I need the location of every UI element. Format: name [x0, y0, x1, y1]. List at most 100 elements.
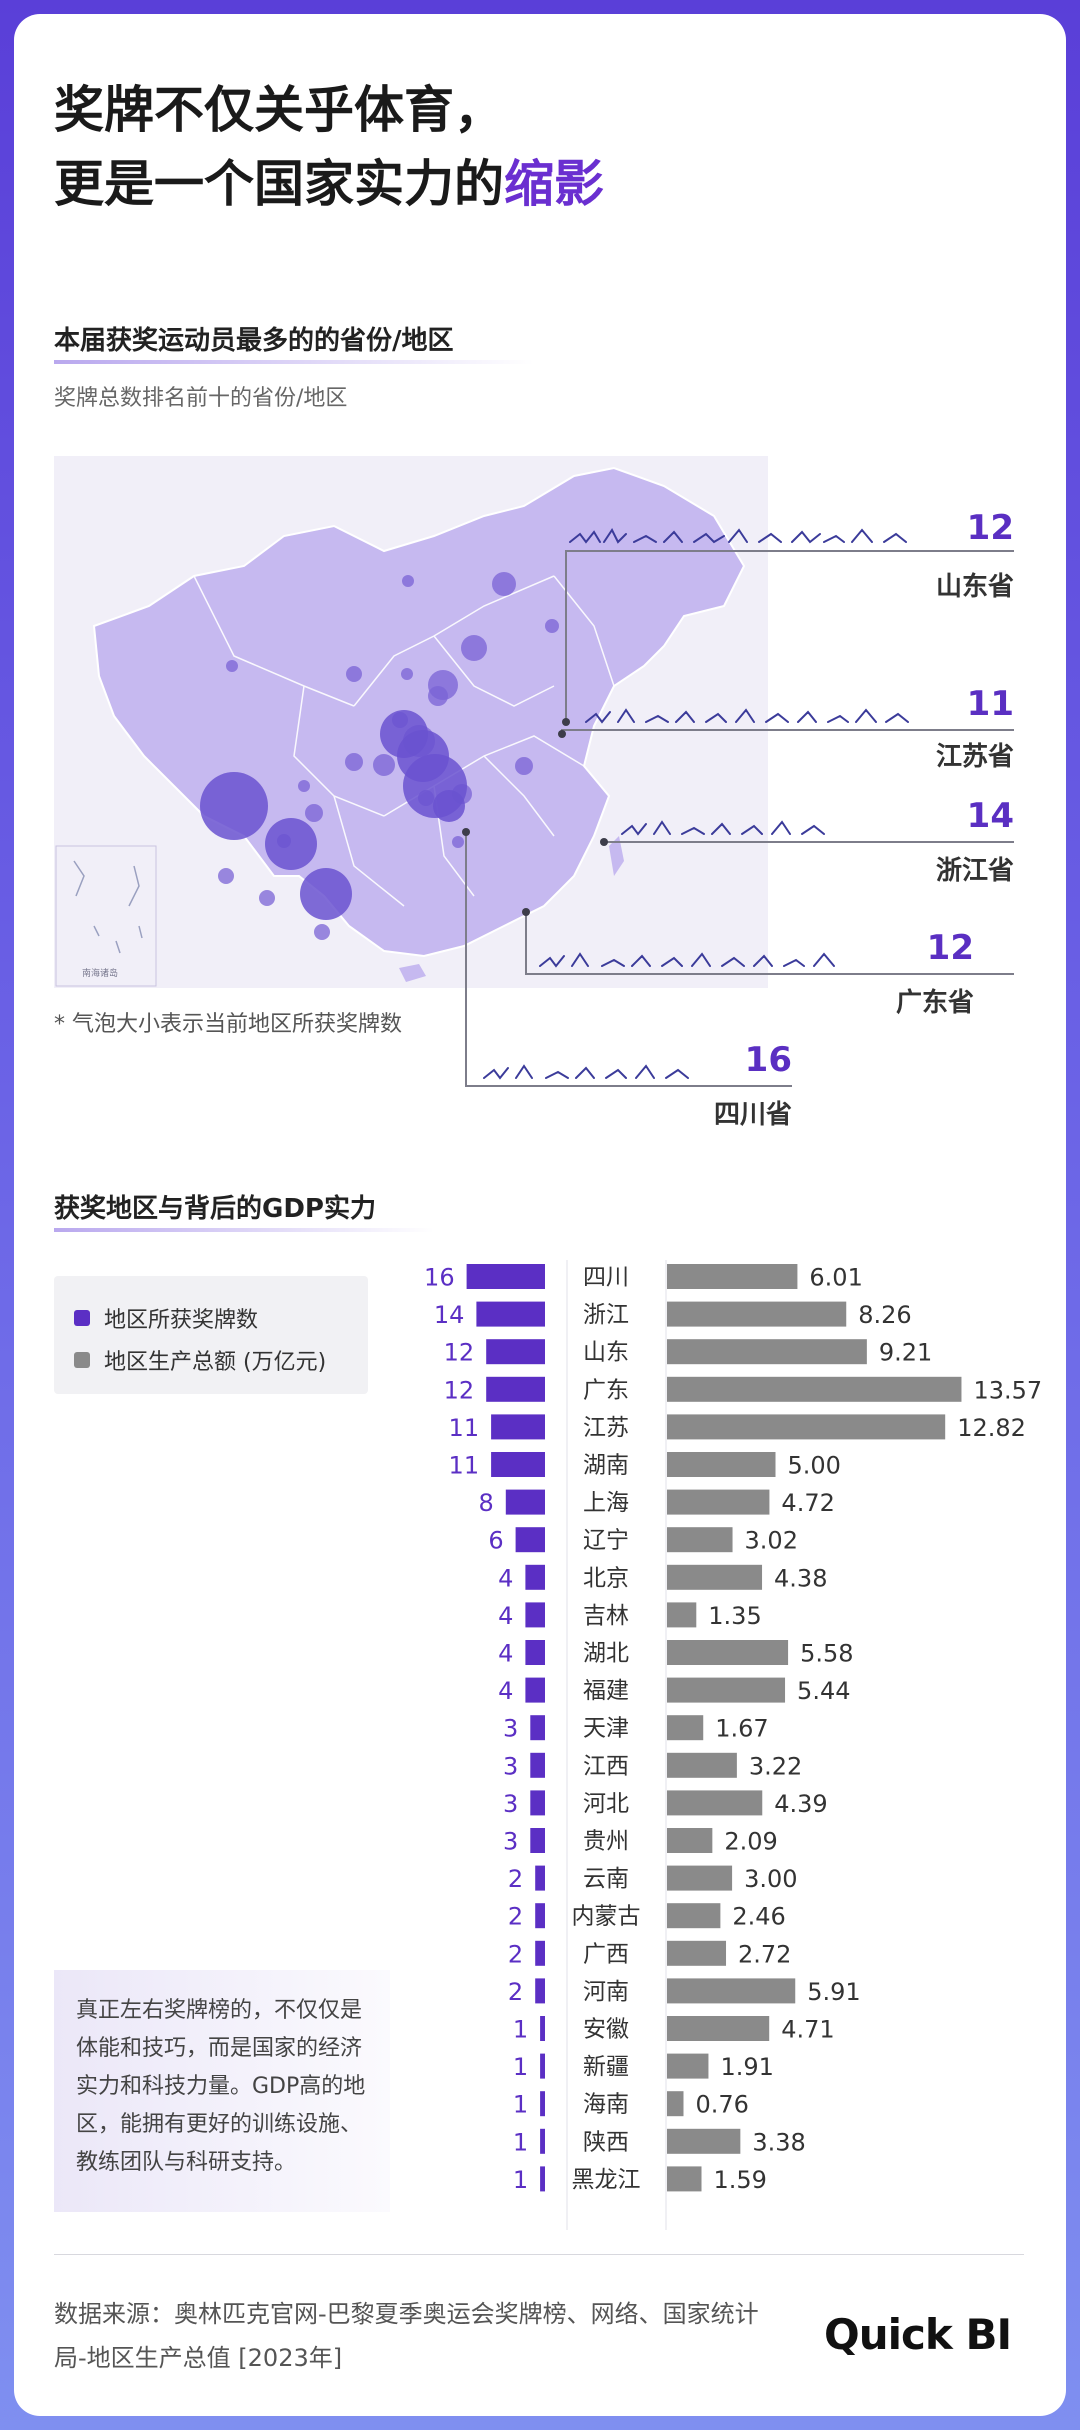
region-label: 浙江 [583, 1302, 629, 1328]
gdp-bar [667, 2053, 709, 2079]
gdp-value-label: 1.35 [708, 1602, 761, 1630]
bubble-size-note: * 气泡大小表示当前地区所获奖牌数 [54, 1012, 402, 1037]
medal-value-label: 1 [513, 2128, 528, 2156]
gdp-bar [667, 1978, 796, 2004]
gdp-value-label: 8.26 [858, 1301, 911, 1329]
gdp-value-label: 2.46 [732, 1903, 785, 1931]
medal-value-label: 11 [449, 1452, 480, 1480]
gdp-bar [667, 1940, 727, 1966]
medal-bar [535, 1903, 545, 1929]
region-label: 云南 [583, 1866, 629, 1892]
region-label: 黑龙江 [572, 2167, 641, 2193]
bubble-guangdong [300, 868, 352, 920]
region-label: 天津 [583, 1716, 629, 1742]
gdp-bar [667, 1376, 962, 1402]
callout-name-guangdong: 广东省 [895, 988, 974, 1018]
medal-value-label: 8 [479, 1489, 494, 1517]
region-label: 陕西 [583, 2129, 629, 2155]
region-label: 海南 [583, 2092, 629, 2118]
gdp-bar [667, 1301, 847, 1327]
legend-item-medals: 地区所获奖牌数 [74, 1302, 258, 1334]
gdp-bar [667, 1602, 697, 1628]
gdp-bar [667, 2091, 684, 2117]
region-label: 湖南 [583, 1453, 629, 1479]
region-label: 四川 [583, 1265, 629, 1291]
gdp-value-label: 2.09 [724, 1828, 777, 1856]
legend-swatch-medals [74, 1310, 90, 1326]
medal-bar [530, 1790, 545, 1816]
medal-value-label: 4 [498, 1564, 513, 1592]
gdp-bar [667, 1715, 704, 1741]
region-label: 山东 [583, 1340, 629, 1366]
region-label: 福建 [583, 1678, 629, 1704]
medal-bar [530, 1715, 545, 1741]
medal-value-label: 1 [513, 2053, 528, 2081]
region-label: 北京 [583, 1565, 629, 1591]
gdp-bar [667, 1414, 946, 1440]
gdp-value-label: 3.22 [749, 1752, 802, 1780]
callout-value-sichuan: 16 [744, 1040, 792, 1080]
medal-bar [525, 1602, 545, 1628]
gdp-bar [667, 1903, 721, 1929]
callout-line-guangdong [525, 912, 1014, 975]
medal-bar [540, 2166, 545, 2192]
medal-bar [466, 1264, 545, 1289]
medal-bar [515, 1527, 545, 1553]
region-label: 吉林 [583, 1603, 629, 1629]
insight-quote-text: 真正左右奖牌榜的，不仅仅是体能和技巧，而是国家的经济实力和科技力量。GDP高的地… [76, 1998, 366, 2175]
gdp-value-label: 12.82 [957, 1414, 1026, 1442]
gdp-bar [667, 1489, 770, 1515]
medal-value-label: 2 [508, 1978, 523, 2006]
medal-bar [476, 1301, 545, 1327]
medal-value-label: 11 [449, 1414, 480, 1442]
medal-bar [491, 1414, 545, 1440]
callout-value-shandong: 12 [966, 508, 1014, 548]
gdp-bar [667, 1264, 798, 1289]
gdp-bar [667, 1640, 789, 1665]
medal-bar [525, 1640, 545, 1665]
gdp-bar [667, 2166, 702, 2192]
medal-bar [486, 1339, 545, 1365]
insight-quote-box: 真正左右奖牌榜的，不仅仅是体能和技巧，而是国家的经济实力和科技力量。GDP高的地… [54, 1970, 390, 2212]
region-label: 辽宁 [583, 1528, 629, 1554]
medal-bar [486, 1376, 545, 1402]
legend-item-gdp: 地区生产总额 (万亿元) [74, 1344, 326, 1376]
china-bubble-map: 南海诸岛 [54, 456, 768, 988]
medal-bar [535, 1940, 545, 1966]
medal-bar [540, 2128, 545, 2154]
gdp-bar [667, 1828, 713, 1853]
callout-line-shandong [565, 550, 1014, 722]
legend-label-medals: 地区所获奖牌数 [104, 1308, 259, 1333]
region-label: 新疆 [583, 2054, 629, 2080]
medal-bar [491, 1452, 545, 1477]
footer-divider [54, 2254, 1024, 2255]
gdp-value-label: 5.00 [788, 1452, 841, 1480]
gdp-value-label: 4.38 [774, 1564, 827, 1592]
china-landmass [92, 466, 746, 958]
gdp-value-label: 2.72 [738, 1940, 791, 1968]
callout-line-jiangsu [561, 729, 1014, 734]
region-label: 湖北 [583, 1641, 629, 1667]
headline-line-2: 更是一个国家实力的缩影 [54, 144, 604, 216]
medal-value-label: 2 [508, 1865, 523, 1893]
medal-value-label: 12 [444, 1339, 475, 1367]
legend-label-gdp: 地区生产总额 (万亿元) [104, 1350, 327, 1375]
region-label: 贵州 [583, 1829, 629, 1855]
gdp-value-label: 1.59 [714, 2166, 767, 2194]
gdp-value-label: 0.76 [695, 2091, 748, 2119]
medal-bar [540, 2091, 545, 2117]
medal-bar [525, 1564, 545, 1590]
gdp-bar [667, 1677, 786, 1703]
gdp-value-label: 5.91 [807, 1978, 860, 2006]
gdp-value-label: 3.38 [752, 2128, 805, 2156]
medal-bar [535, 1865, 545, 1891]
callout-value-guangdong: 12 [926, 928, 974, 968]
gdp-bar [667, 2128, 741, 2154]
bubble-shandong [380, 710, 428, 758]
medal-bar [540, 2053, 545, 2079]
callout-line-sichuan [465, 832, 792, 1087]
headline-highlight: 缩影 [504, 155, 604, 213]
section-map-subtitle: 奖牌总数排名前十的省份/地区 [54, 386, 348, 411]
medal-bar [525, 1677, 545, 1703]
